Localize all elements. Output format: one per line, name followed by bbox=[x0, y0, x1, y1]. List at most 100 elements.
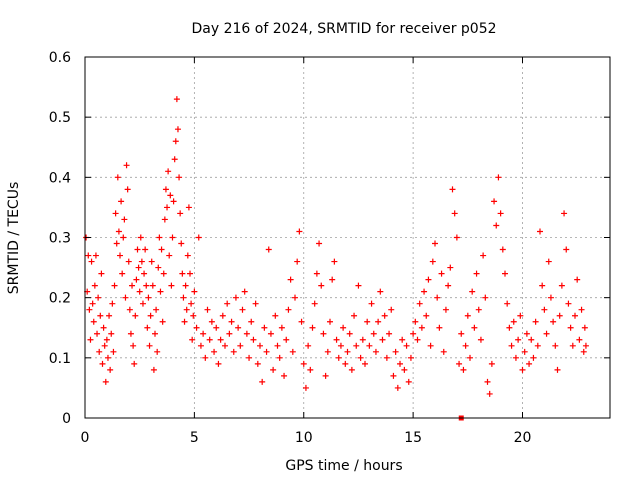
y-tick-label: 0.4 bbox=[49, 170, 71, 186]
data-point bbox=[191, 288, 198, 295]
data-point bbox=[300, 360, 307, 367]
data-point bbox=[133, 276, 140, 283]
data-point bbox=[348, 366, 355, 373]
data-point bbox=[115, 228, 122, 235]
data-point bbox=[88, 258, 95, 265]
data-point bbox=[491, 198, 498, 205]
data-point bbox=[239, 306, 246, 313]
data-point bbox=[117, 252, 123, 259]
data-point bbox=[335, 354, 342, 361]
y-tick-label: 0.1 bbox=[49, 351, 71, 367]
data-point bbox=[283, 336, 290, 343]
data-point bbox=[193, 324, 200, 331]
data-point bbox=[515, 336, 522, 343]
data-point bbox=[190, 312, 197, 319]
data-point bbox=[370, 330, 377, 337]
data-point bbox=[123, 162, 130, 169]
data-point bbox=[526, 360, 533, 367]
data-point bbox=[416, 300, 423, 307]
data-point bbox=[179, 270, 186, 277]
data-point bbox=[442, 306, 449, 313]
data-point bbox=[165, 168, 172, 175]
data-point bbox=[183, 306, 190, 313]
data-point bbox=[340, 324, 347, 331]
data-point bbox=[129, 282, 136, 289]
data-point bbox=[305, 342, 312, 349]
data-point bbox=[414, 336, 421, 343]
data-point bbox=[497, 210, 504, 217]
data-point bbox=[311, 300, 318, 307]
data-point bbox=[324, 348, 331, 355]
data-point bbox=[292, 294, 298, 301]
data-point bbox=[178, 240, 185, 247]
data-point bbox=[302, 384, 309, 391]
data-point bbox=[152, 330, 158, 337]
data-point bbox=[357, 354, 364, 361]
data-point bbox=[106, 312, 113, 319]
data-point bbox=[532, 318, 539, 325]
data-point bbox=[276, 354, 283, 361]
data-point bbox=[353, 342, 360, 349]
data-point bbox=[506, 324, 513, 331]
data-point bbox=[147, 312, 154, 319]
data-point bbox=[484, 378, 491, 385]
data-point bbox=[381, 312, 388, 319]
data-point bbox=[561, 210, 568, 217]
data-point bbox=[274, 342, 281, 349]
data-point bbox=[440, 348, 447, 355]
data-point bbox=[438, 270, 445, 277]
data-point bbox=[390, 372, 397, 379]
data-point bbox=[94, 330, 101, 337]
data-point bbox=[523, 330, 530, 337]
data-point bbox=[137, 234, 144, 241]
data-point bbox=[109, 300, 116, 307]
y-axis-title: SRMTID / TECUs bbox=[6, 182, 22, 295]
data-point bbox=[89, 300, 96, 307]
data-point bbox=[545, 258, 552, 265]
data-point bbox=[213, 324, 220, 331]
data-point bbox=[480, 252, 487, 259]
data-point bbox=[217, 336, 224, 343]
data-point bbox=[96, 348, 103, 355]
data-point bbox=[434, 294, 441, 301]
data-point bbox=[580, 348, 587, 355]
data-point bbox=[157, 288, 164, 295]
y-tick-label: 0.3 bbox=[49, 231, 71, 247]
data-point bbox=[510, 318, 517, 325]
data-point bbox=[427, 342, 434, 349]
data-point bbox=[581, 324, 588, 331]
data-point bbox=[150, 366, 157, 373]
y-tick-label: 0.2 bbox=[49, 291, 71, 307]
data-point bbox=[182, 282, 189, 289]
data-point bbox=[148, 258, 155, 265]
data-point bbox=[467, 354, 473, 361]
data-point bbox=[208, 318, 215, 325]
data-point bbox=[122, 294, 129, 301]
data-point bbox=[388, 306, 395, 313]
data-point bbox=[318, 282, 325, 289]
data-point bbox=[108, 330, 115, 337]
data-point bbox=[322, 372, 329, 379]
data-point bbox=[250, 336, 257, 343]
data-point bbox=[224, 300, 231, 307]
data-point bbox=[289, 348, 296, 355]
data-point bbox=[189, 336, 196, 343]
data-point bbox=[174, 126, 181, 133]
data-point bbox=[285, 306, 292, 313]
x-tick-label: 5 bbox=[190, 430, 199, 446]
data-point bbox=[449, 186, 456, 193]
data-point bbox=[197, 342, 204, 349]
data-point bbox=[313, 270, 320, 277]
data-point bbox=[248, 318, 255, 325]
data-point bbox=[572, 312, 578, 319]
data-point bbox=[342, 360, 349, 367]
data-point bbox=[226, 330, 233, 337]
data-point bbox=[161, 216, 168, 223]
data-point bbox=[445, 282, 452, 289]
data-point bbox=[134, 246, 141, 253]
data-point bbox=[153, 306, 160, 313]
data-point bbox=[453, 234, 460, 241]
data-point bbox=[176, 174, 183, 181]
data-point bbox=[486, 390, 493, 397]
data-point bbox=[281, 372, 288, 379]
